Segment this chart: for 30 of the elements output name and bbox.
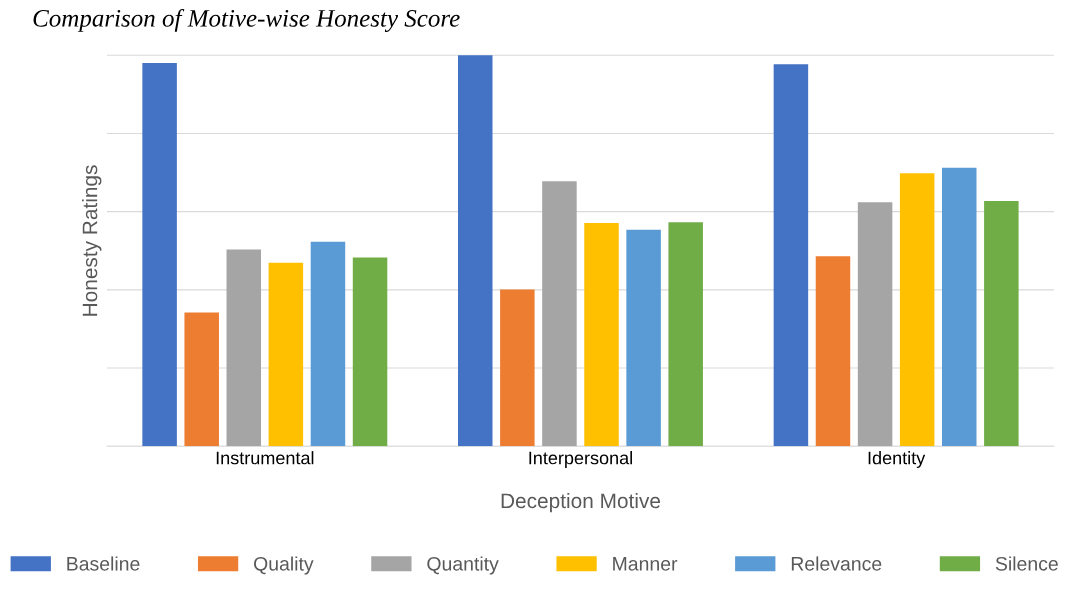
x-tick-label: Instrumental [216,451,314,465]
bar [815,256,851,447]
bar [626,229,661,447]
bar [584,222,619,447]
bar [352,257,388,447]
bar [942,167,977,447]
bar [142,63,177,447]
bar [268,262,304,447]
x-axis-title: Deception Motive [501,492,661,513]
bar [184,312,219,447]
bar [668,222,703,447]
x-tick-label: Identity [868,451,926,468]
bar [857,202,893,447]
x-tick-label: Interpersonal [529,451,632,468]
bar [773,64,809,447]
legend-label: Quantity [427,556,499,575]
bar [310,241,346,447]
legend-label: Quality [254,556,314,575]
legend-label: Relevance [791,556,882,571]
bar [458,55,493,447]
chart-title: Comparison of Motive-wise Honesty Score [33,8,460,32]
legend-label: Silence [995,556,1058,571]
bar [500,289,535,447]
bar [899,173,935,447]
y-axis-title: Honesty Ratings [82,165,102,316]
bar [226,249,262,447]
legend-label: Baseline [67,556,140,571]
bar [542,181,577,447]
legend-label: Manner [613,557,678,571]
bar [984,201,1019,447]
